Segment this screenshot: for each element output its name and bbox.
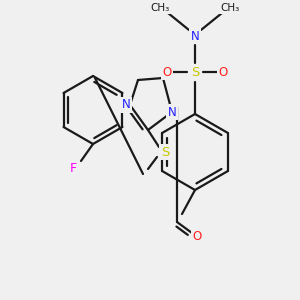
Text: O: O [162,65,172,79]
Text: CH₃: CH₃ [220,3,240,13]
Text: O: O [218,65,228,79]
Text: F: F [69,163,76,176]
Text: CH₃: CH₃ [150,3,170,13]
Text: N: N [190,29,200,43]
Text: S: S [191,65,199,79]
Text: O: O [192,230,202,244]
Text: N: N [122,98,130,112]
Text: S: S [161,146,169,158]
Text: N: N [168,106,176,118]
